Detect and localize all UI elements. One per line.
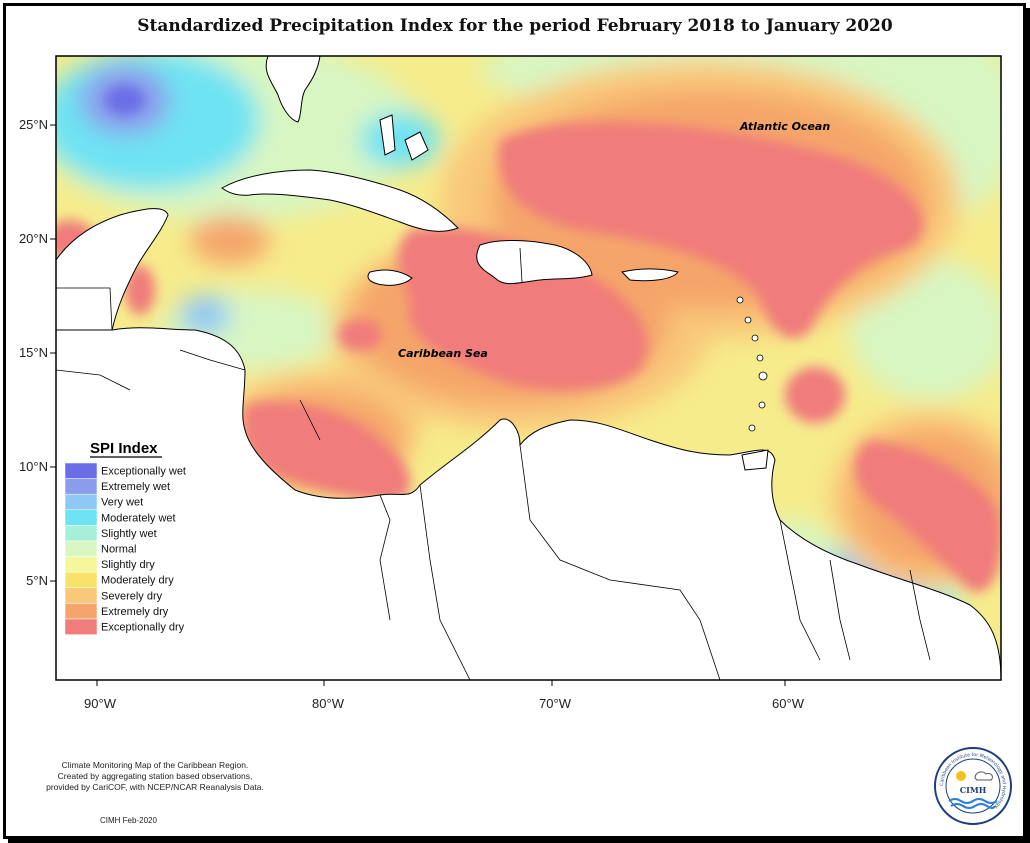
footnote-line: Created by aggregating station based obs… — [57, 771, 253, 781]
legend-label: Moderately wet — [101, 512, 176, 524]
legend-label: Moderately dry — [101, 575, 174, 587]
cimh-logo: CIMH Caribbean Institute for Meteorology… — [934, 747, 1012, 825]
footnote-line: Climate Monitoring Map of the Caribbean … — [61, 760, 249, 770]
legend-swatch — [64, 556, 98, 573]
plot-border — [55, 55, 1002, 681]
legend-label: Slightly wet — [101, 528, 157, 540]
spi-field — [56, 56, 1001, 680]
land-masses — [56, 56, 1001, 680]
legend-label: Normal — [101, 544, 136, 556]
legend-swatch — [64, 618, 98, 635]
legend-title: SPI Index — [90, 440, 158, 457]
legend-swatch — [64, 571, 98, 589]
legend-label: Exceptionally dry — [101, 622, 185, 634]
legend-swatch — [64, 478, 98, 495]
x-tick-label: 90°W — [84, 696, 117, 711]
y-axis — [50, 124, 56, 582]
legend-swatch — [64, 525, 98, 542]
legend: SPI Index Exceptionally wet Extremely wet… — [64, 440, 186, 635]
legend-swatch — [64, 587, 98, 604]
country-borders — [56, 247, 931, 680]
footnote-line: provided by CariCOF, with NCEP/NCAR Rean… — [46, 782, 264, 792]
lesser-antilles — [736, 296, 768, 432]
atlantic-ocean-label: Atlantic Ocean — [739, 120, 830, 133]
legend-swatch — [64, 540, 98, 557]
caribbean-sea-label: Caribbean Sea — [398, 347, 488, 360]
y-tick-label: 20°N — [19, 231, 48, 246]
credit-text: CIMH Feb-2020 — [100, 816, 157, 825]
y-tick-label: 5°N — [26, 573, 48, 588]
legend-label: Severely dry — [101, 590, 163, 602]
y-tick-label: 15°N — [19, 345, 48, 360]
legend-label: Very wet — [101, 497, 143, 509]
legend-label: Extremely dry — [101, 606, 169, 618]
legend-label: Slightly dry — [101, 559, 155, 571]
legend-swatch — [64, 509, 98, 526]
cloud-icon — [974, 771, 993, 781]
x-axis — [96, 680, 786, 686]
legend-swatch — [64, 493, 98, 511]
legend-swatch — [64, 462, 98, 479]
y-tick-label: 10°N — [19, 459, 48, 474]
y-tick-label: 25°N — [19, 117, 48, 132]
legend-label: Exceptionally wet — [101, 466, 186, 478]
legend-label: Extremely wet — [101, 481, 170, 493]
x-tick-label: 80°W — [312, 696, 345, 711]
x-tick-label: 60°W — [772, 696, 805, 711]
map-title: Standardized Precipitation Index for the… — [137, 16, 893, 36]
logo-text: CIMH — [960, 785, 987, 795]
sun-icon — [956, 771, 966, 781]
x-tick-label: 70°W — [539, 696, 572, 711]
map-footnote: Climate Monitoring Map of the Caribbean … — [20, 760, 290, 793]
legend-swatch — [64, 603, 98, 620]
